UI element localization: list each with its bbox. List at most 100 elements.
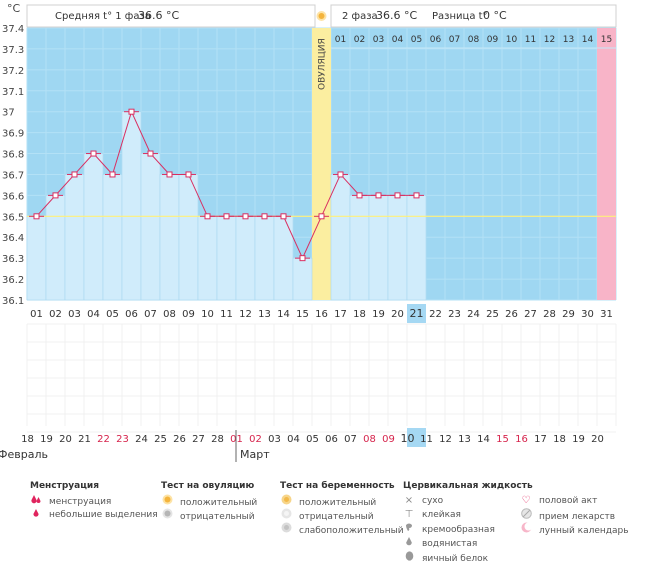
calendar-date: 16 <box>515 434 528 445</box>
calendar-date: 14 <box>477 434 490 445</box>
calendar-date: 05 <box>306 434 319 445</box>
legend-item-medication: прием лекарств <box>520 508 629 522</box>
temp-point <box>71 171 78 178</box>
x-day-label: 09 <box>182 309 195 320</box>
legend: Менструация менструация небольшие выделе… <box>0 478 655 587</box>
temp-point <box>90 150 97 157</box>
phase2-day-label: 07 <box>449 35 460 45</box>
header-phase1-label: Средняя t° 1 фаза <box>55 11 151 22</box>
month-label-mar: Март <box>240 448 270 461</box>
x-day-label: 15 <box>296 309 309 320</box>
header-diff-value: 0 °C <box>483 9 507 22</box>
legend-preg-positive-label: положительный <box>299 498 377 508</box>
temp-point <box>204 213 211 220</box>
temp-fill-bar <box>197 216 218 301</box>
calendar-date: 09 <box>382 434 395 445</box>
x-day-label: 01 <box>30 309 43 320</box>
x-day-label: 26 <box>505 309 518 320</box>
phase2-day-label: 14 <box>582 35 594 45</box>
legend-ovu-positive-label: положительный <box>180 498 258 508</box>
phase2-last-day-cell <box>597 28 616 48</box>
y-tick-label: 36.3 <box>2 254 24 265</box>
y-tick-label: 37.1 <box>2 87 24 98</box>
smile-negative-icon <box>280 508 292 524</box>
temp-fill-bar <box>159 174 180 301</box>
temp-fill-bar <box>83 153 104 301</box>
calendar-date: 27 <box>192 434 205 445</box>
x-day-label: 07 <box>144 309 157 320</box>
legend-menstruation-title: Менструация <box>30 481 99 491</box>
phase2-day-label: 09 <box>487 35 499 45</box>
legend-item-moon: лунный календарь <box>520 522 629 536</box>
calendar-date: 24 <box>135 434 148 445</box>
calendar-date: 17 <box>534 434 547 445</box>
temp-point <box>318 213 325 220</box>
phase2-day-label: 03 <box>373 35 384 45</box>
x-day-label: 28 <box>543 309 556 320</box>
t-bar-icon: ⊤ <box>404 509 414 520</box>
x-day-label: 21 <box>410 307 424 320</box>
legend-spotting-label: небольшие выделения <box>49 510 158 520</box>
temp-point <box>166 171 173 178</box>
y-tick-label: 36.6 <box>2 191 24 202</box>
calendar-date: 22 <box>97 434 110 445</box>
calendar-date: 18 <box>553 434 566 445</box>
calendar-date: 20 <box>591 434 604 445</box>
egg-icon <box>403 550 415 566</box>
y-tick-label: 36.2 <box>2 275 24 286</box>
temp-point <box>52 192 59 199</box>
y-tick-label: 36.9 <box>2 129 24 140</box>
legend-intercourse-label: половой акт <box>539 496 598 506</box>
pill-icon <box>520 508 532 524</box>
phase2-day-label: 10 <box>506 35 518 45</box>
x-day-label: 16 <box>315 309 328 320</box>
legend-preg-negative-label: отрицательный <box>299 512 374 522</box>
highlight-date-cell <box>407 428 426 447</box>
x-day-label: 19 <box>372 309 385 320</box>
legend-item-watery: водянистая <box>403 536 533 550</box>
header-phase1-value: 36.6 °C <box>138 9 179 22</box>
legend-other: ♡ половой акт прием лекарств лунный кален… <box>520 494 629 536</box>
calendar-date: 20 <box>59 434 72 445</box>
x-day-label: 24 <box>467 309 480 320</box>
legend-item-spotting: небольшие выделения <box>30 508 158 522</box>
x-day-label: 03 <box>68 309 81 320</box>
calendar-date: 28 <box>211 434 224 445</box>
header-diff-label: Разница t° <box>432 11 488 22</box>
smile-weak-icon <box>280 522 292 538</box>
temp-fill-bar <box>121 111 142 301</box>
temp-fill-bar <box>26 216 47 301</box>
legend-menstruation: Менструация менструация небольшие выделе… <box>30 478 158 522</box>
x-day-label: 22 <box>429 309 442 320</box>
calendar-date: 02 <box>249 434 262 445</box>
temp-point <box>242 213 249 220</box>
legend-item-dry: × сухо <box>403 494 533 508</box>
temp-fill-bar <box>254 216 275 301</box>
drops-icon <box>30 494 42 509</box>
legend-cervical: Цервикальная жидкость × сухо ⊤ клейкая кре… <box>403 478 533 564</box>
y-tick-label: 36.4 <box>2 233 24 244</box>
x-day-label: 06 <box>125 309 138 320</box>
legend-pregnancy-title: Тест на беременность <box>280 481 395 491</box>
legend-item-ovu-positive: положительный <box>161 494 257 508</box>
x-day-label: 02 <box>49 309 62 320</box>
x-day-label: 29 <box>562 309 575 320</box>
temp-fill-bar <box>387 195 408 301</box>
creamy-icon <box>403 522 415 537</box>
legend-pregnancy-test: Тест на беременность положительный отриц… <box>280 478 404 536</box>
phase2-day-label: 08 <box>468 35 480 45</box>
y-tick-label: 37.3 <box>2 45 24 56</box>
y-tick-label: 37.2 <box>2 66 24 77</box>
temp-point <box>337 171 344 178</box>
temp-fill-bar <box>273 216 294 301</box>
header-phase2-label: 2 фаза <box>342 11 378 22</box>
legend-preg-weak-label: слабоположительный <box>299 526 404 536</box>
y-tick-label: 37.4 <box>2 24 24 35</box>
header-sun-icon <box>318 13 325 19</box>
temp-point <box>33 213 40 220</box>
y-tick-label: 36.8 <box>2 150 24 161</box>
last-day-column <box>597 48 616 300</box>
legend-item-ovu-negative: отрицательный <box>161 508 257 522</box>
calendar-date: 10 <box>401 432 415 445</box>
x-day-label: 14 <box>277 309 290 320</box>
